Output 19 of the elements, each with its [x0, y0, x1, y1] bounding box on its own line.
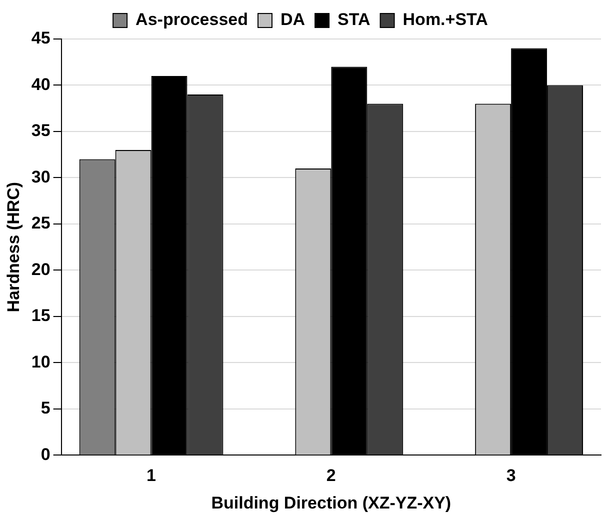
y-tick-label: 40 [31, 74, 50, 94]
legend-label: STA [338, 10, 370, 30]
legend-label: Hom.+STA [402, 10, 488, 30]
y-tick-label: 15 [31, 306, 50, 326]
x-tick-label: 2 [326, 466, 336, 486]
y-tick-label: 0 [40, 444, 50, 464]
y-tick-label: 5 [40, 398, 50, 418]
y-tick-label: 25 [31, 214, 50, 233]
x-tick-label: 1 [146, 466, 156, 486]
y-tick-label: 35 [31, 121, 50, 140]
y-axis-title: Hardness (HRC) [4, 182, 23, 312]
y-tick-label: 10 [31, 352, 50, 372]
y-tick-label: 20 [31, 260, 50, 279]
legend-label: DA [280, 10, 306, 30]
x-axis-title: Building Direction (XZ-YZ-XY) [211, 493, 452, 512]
y-tick-label: 30 [31, 167, 50, 186]
legend-label: As-processed [136, 10, 248, 30]
y-tick-label: 45 [31, 28, 50, 48]
x-tick-label: 3 [506, 466, 516, 486]
